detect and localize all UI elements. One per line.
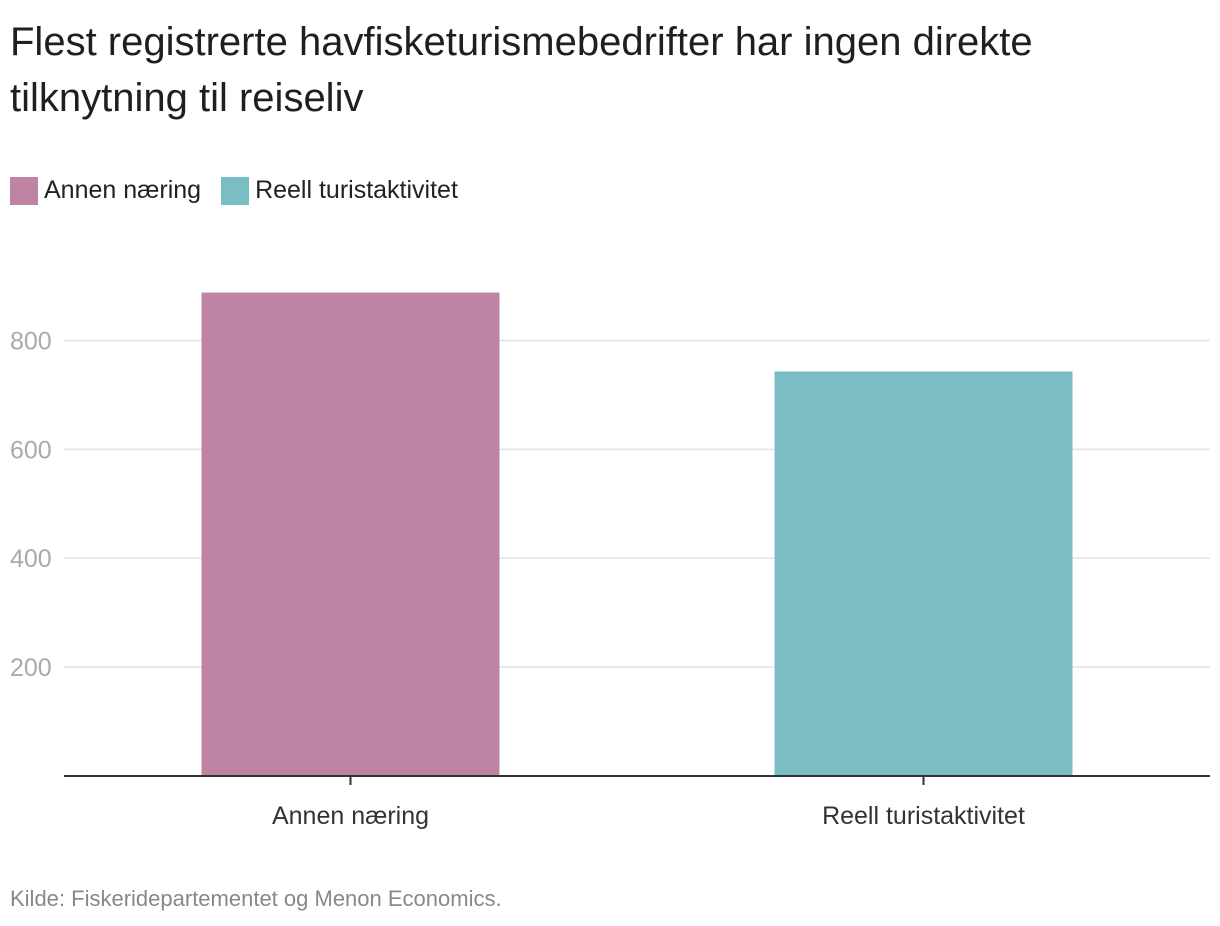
y-tick-label-200: 200 — [10, 654, 52, 682]
legend-swatch-annen-naering — [10, 176, 38, 205]
bar-chart: 200 400 600 800 Annen næring Reell turistakti… — [10, 292, 1210, 830]
legend-label-reell-turistaktivitet: Reell turistaktivitet — [255, 176, 458, 204]
legend-item-reell-turistaktivitet: Reell turistaktivitet — [221, 176, 458, 205]
x-tick-label-1: Reell turistaktivitet — [822, 802, 1025, 830]
bar-1 — [774, 371, 1073, 776]
y-tick-label-600: 600 — [10, 436, 52, 464]
legend: Annen næring Reell turistaktivitet — [10, 176, 478, 205]
legend-item-annen-naering: Annen næring — [10, 176, 201, 205]
chart-title: Flest registrerte havfisketurismebedrift… — [10, 20, 1033, 120]
y-tick-label-400: 400 — [10, 545, 52, 573]
legend-label-annen-naering: Annen næring — [44, 176, 202, 204]
legend-swatch-reell-turistaktivitet — [221, 176, 250, 205]
source-note: Kilde: Fiskeridepartementet og Menon Eco… — [10, 886, 502, 911]
bar-0 — [201, 292, 500, 776]
y-tick-label-800: 800 — [10, 327, 52, 355]
x-tick-label-0: Annen næring — [272, 802, 429, 830]
